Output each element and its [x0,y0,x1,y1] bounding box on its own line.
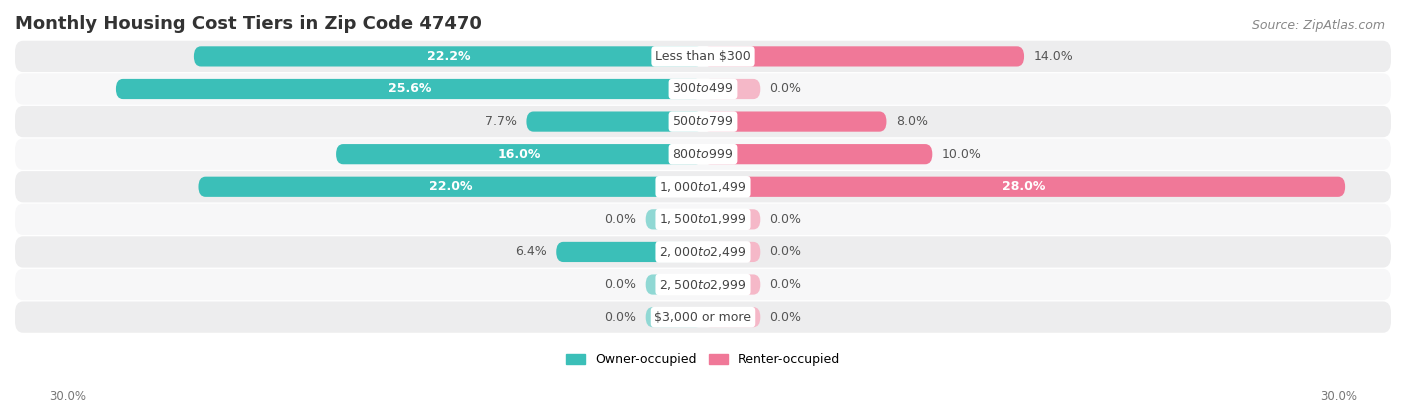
FancyBboxPatch shape [645,307,703,327]
FancyBboxPatch shape [336,144,703,164]
FancyBboxPatch shape [703,46,1024,66]
FancyBboxPatch shape [15,269,1391,300]
Text: 16.0%: 16.0% [498,148,541,161]
Text: Monthly Housing Cost Tiers in Zip Code 47470: Monthly Housing Cost Tiers in Zip Code 4… [15,15,482,33]
FancyBboxPatch shape [703,274,761,295]
Text: 0.0%: 0.0% [605,310,637,324]
Text: 0.0%: 0.0% [769,83,801,95]
FancyBboxPatch shape [703,112,886,132]
Text: 14.0%: 14.0% [1033,50,1073,63]
FancyBboxPatch shape [15,301,1391,333]
FancyBboxPatch shape [557,242,703,262]
FancyBboxPatch shape [645,274,703,295]
FancyBboxPatch shape [198,177,703,197]
FancyBboxPatch shape [703,307,761,327]
Text: 28.0%: 28.0% [1002,180,1046,193]
Text: $1,000 to $1,499: $1,000 to $1,499 [659,180,747,194]
Text: 25.6%: 25.6% [388,83,432,95]
Text: 0.0%: 0.0% [769,310,801,324]
FancyBboxPatch shape [15,171,1391,203]
FancyBboxPatch shape [194,46,703,66]
Text: 7.7%: 7.7% [485,115,517,128]
FancyBboxPatch shape [115,79,703,99]
Text: 10.0%: 10.0% [942,148,981,161]
FancyBboxPatch shape [15,106,1391,137]
FancyBboxPatch shape [703,144,932,164]
Text: 8.0%: 8.0% [896,115,928,128]
Text: $2,000 to $2,499: $2,000 to $2,499 [659,245,747,259]
Text: $300 to $499: $300 to $499 [672,83,734,95]
Text: $800 to $999: $800 to $999 [672,148,734,161]
Text: 0.0%: 0.0% [605,278,637,291]
FancyBboxPatch shape [15,41,1391,72]
FancyBboxPatch shape [15,139,1391,170]
FancyBboxPatch shape [15,73,1391,105]
Text: Less than $300: Less than $300 [655,50,751,63]
FancyBboxPatch shape [526,112,703,132]
Text: $2,500 to $2,999: $2,500 to $2,999 [659,278,747,291]
Text: 0.0%: 0.0% [769,278,801,291]
Text: 22.0%: 22.0% [429,180,472,193]
Text: 22.2%: 22.2% [426,50,470,63]
FancyBboxPatch shape [703,177,1346,197]
Text: Source: ZipAtlas.com: Source: ZipAtlas.com [1251,19,1385,32]
FancyBboxPatch shape [645,209,703,229]
Text: $1,500 to $1,999: $1,500 to $1,999 [659,212,747,226]
FancyBboxPatch shape [703,79,761,99]
FancyBboxPatch shape [703,242,761,262]
Text: 0.0%: 0.0% [605,213,637,226]
Text: 0.0%: 0.0% [769,245,801,259]
FancyBboxPatch shape [15,236,1391,268]
Text: 30.0%: 30.0% [1320,390,1357,403]
Text: $500 to $799: $500 to $799 [672,115,734,128]
FancyBboxPatch shape [15,204,1391,235]
Text: 6.4%: 6.4% [516,245,547,259]
Text: $3,000 or more: $3,000 or more [655,310,751,324]
Text: 0.0%: 0.0% [769,213,801,226]
Text: 30.0%: 30.0% [49,390,86,403]
Legend: Owner-occupied, Renter-occupied: Owner-occupied, Renter-occupied [561,348,845,371]
FancyBboxPatch shape [703,209,761,229]
